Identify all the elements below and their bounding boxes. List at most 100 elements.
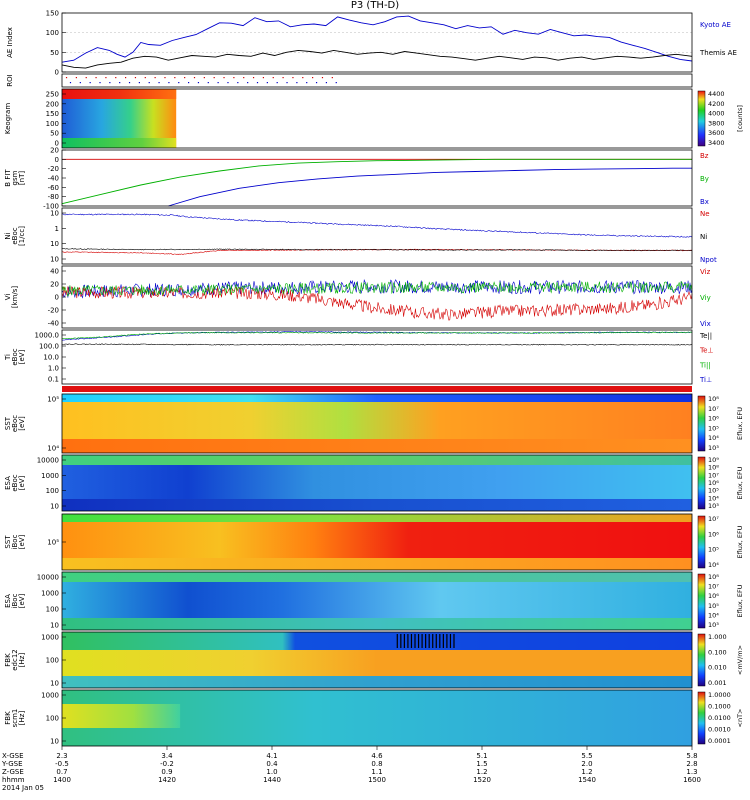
- bfield-frame: [61, 149, 693, 207]
- x-tick-label-hhmm: 1600: [683, 776, 701, 784]
- fbk_b-colorbar-tick: 0.0010: [708, 726, 731, 734]
- esa_e-colorbar-tick: 10⁸: [708, 464, 719, 472]
- fbk_e-colorbar-tick: 1.000: [708, 633, 727, 641]
- esa_i-ytick-label: 10: [50, 622, 59, 630]
- keogram-ytick-label: 150: [46, 110, 59, 118]
- density-ytick-label: 10: [50, 256, 59, 264]
- esa_i-ylabel-0: ESA: [4, 594, 12, 608]
- roi-marker: [184, 77, 186, 79]
- x-tick-label-Y-GSE: 0.4: [266, 760, 278, 768]
- esa_e-colorbar-tick: 10⁵: [708, 487, 719, 495]
- roi-marker: [75, 77, 77, 79]
- sst_e-ytick-label: 10⁴: [47, 445, 59, 453]
- sst_i-colorbar-tick: 10⁶: [708, 530, 719, 538]
- x-tick-label-Z-GSE: 1.2: [476, 768, 487, 776]
- roi-marker: [286, 82, 288, 84]
- roi-marker: [213, 77, 215, 79]
- roi-marker: [302, 77, 304, 79]
- velocity-ylabel-1: [km/s]: [11, 286, 19, 309]
- esa_i-bottom-band: [62, 618, 692, 630]
- esa_e-ytick-label: 10: [50, 503, 59, 511]
- sst_e-colorbar-tick: 10⁴: [708, 434, 719, 442]
- fbk_e-ylabel-2: [Hz]: [18, 653, 26, 668]
- x-tick-label-X-GSE: 4.1: [266, 752, 277, 760]
- ae-frame: [61, 12, 693, 73]
- fbk_e-ytick-label: 1000: [41, 634, 59, 642]
- keogram-colorbar-tick: 4400: [708, 90, 725, 98]
- esa_i-colorbar-label: Eflux, EFU: [736, 584, 744, 617]
- roi-marker: [335, 82, 337, 84]
- x-tick-label-hhmm: 1440: [263, 776, 281, 784]
- velocity-ytick-label: 0: [55, 294, 59, 302]
- sst_e-colorbar: [697, 395, 706, 452]
- x-tick-label-Z-GSE: 0.9: [161, 768, 172, 776]
- velocity-frame: [61, 265, 693, 329]
- bfield-ytick-label: 20: [50, 147, 59, 155]
- keogram-bottom-band: [62, 138, 177, 148]
- bfield-ytick-label: -60: [48, 184, 59, 192]
- x-date-label: 2014 Jan 05: [2, 784, 44, 792]
- sst_i-colorbar-tick: 10⁷: [708, 515, 719, 523]
- density-legend-2: Npot: [700, 256, 717, 264]
- fbk_e-bottom-band: [62, 676, 692, 688]
- keogram-colorbar-label: [counts]: [736, 105, 744, 132]
- fbk_b-ytick-label: 1000: [41, 692, 59, 700]
- fbk_e-saturation-mark: [428, 634, 430, 648]
- fbk_e-saturation-mark: [446, 634, 448, 648]
- roi-marker: [79, 82, 81, 84]
- esa_e-colorbar-tick: 10⁴: [708, 494, 719, 502]
- esa_i-colorbar-tick: 10⁶: [708, 592, 719, 600]
- fbk_b-colorbar-tick: 1.0000: [708, 691, 731, 699]
- fbk_e-saturation-mark: [414, 634, 416, 648]
- bfield-ylabel-2: [nT]: [18, 171, 26, 185]
- roi-marker: [105, 77, 107, 79]
- ae-ylabel: AE Index: [6, 27, 14, 58]
- fbk_b-ylabel-0: FBK: [4, 711, 12, 725]
- temperature-ytick-label: 10.0: [43, 354, 59, 362]
- fbk_e-saturation-mark: [425, 634, 427, 648]
- roi-marker: [306, 82, 308, 84]
- esa_e-ytick-label: 1000: [41, 472, 59, 480]
- x-row-label: Z-GSE: [2, 768, 24, 776]
- fbk_e-ylabel-1: edc12: [11, 649, 19, 671]
- keogram-colorbar-tick: 4200: [708, 100, 725, 108]
- x-tick-label-X-GSE: 3.4: [161, 752, 173, 760]
- sst_i-ylabel-0: SST: [4, 535, 12, 549]
- x-tick-label-X-GSE: 2.3: [56, 752, 67, 760]
- x-tick-label-hhmm: 1540: [578, 776, 596, 784]
- esa_i-frame: [61, 571, 693, 631]
- keogram-colorbar: [697, 90, 706, 147]
- roi-marker: [217, 82, 219, 84]
- density-ytick-label: 1: [55, 225, 59, 233]
- keogram-frame: [61, 88, 693, 149]
- roi-marker: [325, 82, 328, 84]
- sst_i-ylabel-1: iBoc: [11, 534, 19, 549]
- sst_i-bottom-band: [62, 558, 692, 570]
- x-tick-label-Y-GSE: 2.8: [686, 760, 697, 768]
- ae-ytick-label: 50: [50, 49, 59, 57]
- roi-marker: [272, 77, 274, 79]
- x-tick-label-hhmm: 1520: [473, 776, 491, 784]
- x-tick-label-hhmm: 1400: [53, 776, 71, 784]
- roi-marker: [256, 82, 259, 84]
- esa_e-colorbar-tick: 10³: [708, 502, 719, 510]
- roi-marker: [331, 77, 333, 79]
- fbk_e-top-band: [62, 632, 692, 650]
- roi-marker: [266, 82, 268, 84]
- figure-title: P3 (TH-D): [350, 0, 400, 11]
- fbk_e-saturation-mark: [396, 634, 398, 648]
- fbk_e-saturation-mark: [421, 634, 423, 648]
- esa_e-colorbar-tick: 10⁹: [708, 456, 719, 464]
- x-tick-label-Y-GSE: 2.0: [581, 760, 592, 768]
- roi-marker: [128, 82, 131, 84]
- keogram-top-band: [62, 89, 177, 99]
- ae-series-Kyoto AE: [61, 15, 693, 63]
- fbk_e-ylabel-0: FBK: [4, 653, 12, 667]
- keogram-ytick-label: 250: [46, 91, 59, 99]
- roi-marker: [125, 77, 127, 79]
- bfield-series-Bx: [168, 167, 692, 207]
- x-tick-label-Y-GSE: -0.5: [55, 760, 69, 768]
- sst_i-colorbar-tick: 10⁴: [708, 561, 719, 569]
